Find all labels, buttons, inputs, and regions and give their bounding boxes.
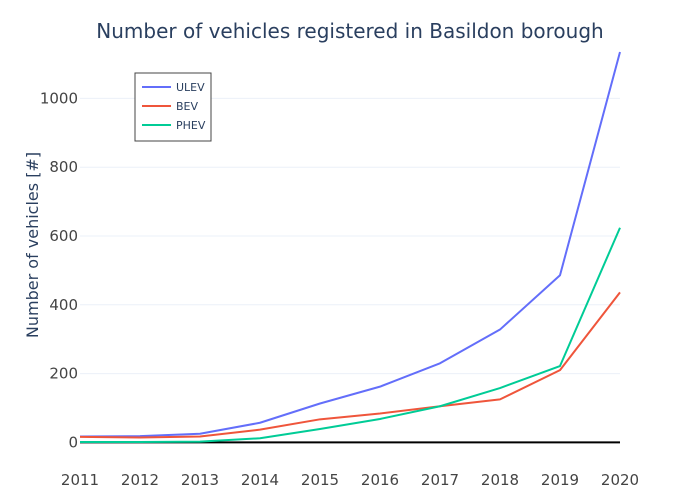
legend[interactable]: ULEV BEV PHEV	[134, 72, 212, 142]
x-tick-2015: 2015	[301, 471, 339, 489]
y-tick-0: 0	[68, 433, 78, 451]
y-tick-400: 400	[49, 296, 78, 314]
x-tick-2013: 2013	[181, 471, 219, 489]
y-tick-200: 200	[49, 365, 78, 383]
x-tick-2018: 2018	[481, 471, 519, 489]
y-axis-label: Number of vehicles [#]	[23, 152, 42, 338]
x-tick-2019: 2019	[541, 471, 579, 489]
x-tick-2011: 2011	[61, 471, 99, 489]
y-tick-labels: 0 200 400 600 800 1000	[40, 89, 78, 451]
x-tick-2012: 2012	[121, 471, 159, 489]
x-tick-2020: 2020	[601, 471, 639, 489]
y-tick-600: 600	[49, 227, 78, 245]
legend-label-ulev: ULEV	[176, 81, 205, 94]
x-tick-2017: 2017	[421, 471, 459, 489]
y-tick-1000: 1000	[40, 89, 78, 107]
legend-label-bev: BEV	[176, 100, 198, 113]
x-tick-2016: 2016	[361, 471, 399, 489]
series-line-bev	[79, 291, 621, 439]
legend-label-phev: PHEV	[176, 119, 206, 132]
y-tick-800: 800	[49, 158, 78, 176]
series-line-ulev	[79, 51, 621, 438]
x-tick-2014: 2014	[241, 471, 279, 489]
x-tick-labels: 2011 2012 2013 2014 2015 2016 2017 2018 2019 2020	[61, 471, 639, 489]
series-line-phev	[80, 227, 621, 444]
chart-title: Number of vehicles registered in Basildo…	[96, 19, 603, 43]
series-lines	[79, 51, 621, 444]
